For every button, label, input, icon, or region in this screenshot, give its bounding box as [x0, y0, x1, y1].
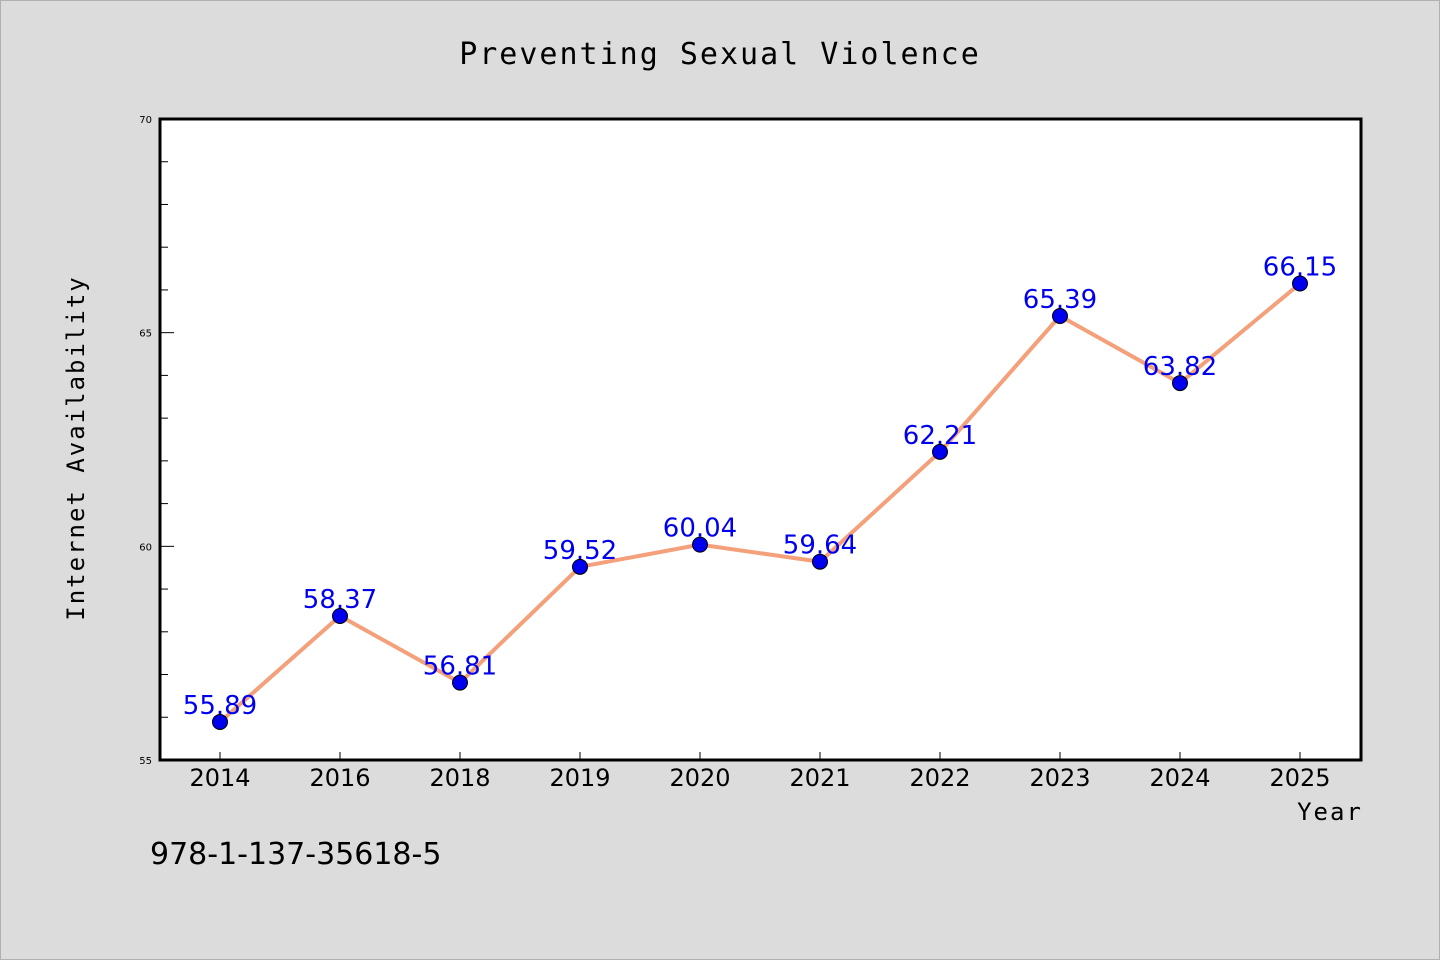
data-point	[1292, 275, 1308, 292]
data-labels: 55.89 58.37 56.81 59.52 60.04 59.64 62.21 65.39…	[183, 253, 1337, 721]
series-line	[218, 281, 1302, 724]
x-tick-label: 2014	[189, 764, 250, 792]
data-label: 58.37	[303, 585, 377, 615]
data-point	[332, 607, 348, 624]
data-label: 66.15	[1263, 253, 1337, 283]
data-label: 65.39	[1023, 285, 1097, 315]
data-label: 62.21	[903, 421, 977, 451]
data-point	[452, 674, 468, 691]
data-point	[812, 553, 828, 570]
y-tick-label: 55	[139, 756, 152, 767]
x-tick-label: 2016	[309, 764, 370, 792]
data-label: 55.89	[183, 691, 257, 721]
x-axis-label: Year	[1297, 798, 1363, 826]
chart-title: Preventing Sexual Violence	[459, 37, 981, 72]
data-point	[692, 536, 708, 553]
data-label: 60.04	[663, 514, 737, 544]
data-label: 63.82	[1143, 352, 1217, 382]
series-group	[212, 275, 1308, 730]
x-tick-label: 2023	[1029, 764, 1090, 792]
data-point	[1172, 375, 1188, 392]
x-tick-label: 2022	[909, 764, 970, 792]
x-tick-label: 2025	[1269, 764, 1330, 792]
x-tick-label: 2019	[549, 764, 610, 792]
x-axis: 2014 2016 2018 2019 2020 2021 2022 2023 2024 2025	[189, 752, 1331, 792]
data-label: 59.64	[783, 531, 857, 561]
y-tick-label: 65	[139, 329, 152, 340]
y-axis: 55 60 65 70	[139, 115, 174, 767]
x-tick-label: 2020	[669, 764, 730, 792]
data-point	[572, 558, 588, 575]
data-label: 56.81	[423, 652, 497, 682]
data-label: 59.52	[543, 536, 617, 566]
y-axis-label: Internet Availability	[62, 275, 90, 620]
data-point	[212, 713, 228, 730]
x-tick-label: 2021	[789, 764, 850, 792]
data-point	[932, 443, 948, 460]
y-tick-label: 70	[139, 115, 152, 126]
isbn-footer: 978-1-137-35618-5	[150, 837, 441, 872]
plot-area	[158, 117, 1363, 762]
x-tick-label: 2018	[429, 764, 490, 792]
data-point	[1052, 308, 1068, 325]
x-tick-label: 2024	[1149, 764, 1210, 792]
y-tick-label: 60	[139, 542, 152, 553]
